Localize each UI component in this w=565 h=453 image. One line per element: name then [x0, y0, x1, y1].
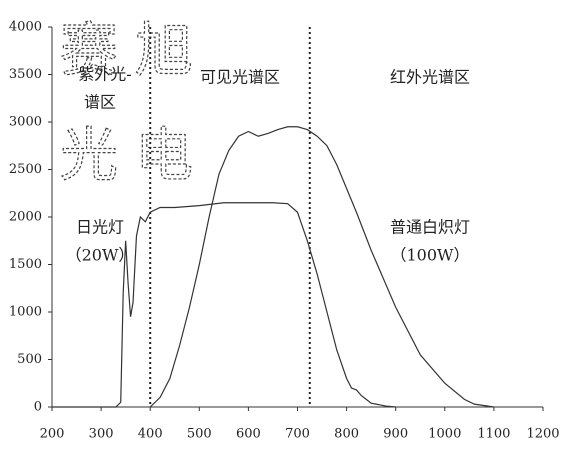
annotation: 日光灯: [76, 218, 124, 237]
x-tick-label: 200: [40, 427, 65, 442]
x-tick-label: 1200: [526, 427, 559, 442]
line: [149, 126, 494, 408]
x-tick-label: 500: [187, 427, 212, 442]
y-tick-label: 2500: [9, 162, 42, 177]
x-tick-label: 600: [236, 427, 261, 442]
y-tick-label: 2000: [9, 210, 42, 225]
annotation: 紫外光-: [78, 65, 131, 84]
y-tick-label: 3500: [9, 67, 42, 82]
x-tick-label: 300: [89, 427, 114, 442]
x-tick-label: 700: [285, 427, 310, 442]
x-tick-label: 1000: [428, 427, 461, 442]
y-tick-label: 500: [17, 352, 42, 367]
watermark: 赛: [60, 16, 118, 84]
annotation: （20W）: [66, 246, 135, 265]
watermark: 电: [135, 121, 193, 189]
annotation: （100W）: [391, 246, 470, 265]
x-tick-label: 400: [138, 427, 163, 442]
annotation: 普通白炽灯: [390, 218, 470, 237]
line: [52, 202, 396, 408]
annotation: 红外光谱区: [390, 68, 470, 87]
watermark: 旭: [135, 16, 193, 84]
x-tick-label: 1100: [477, 427, 510, 442]
y-tick-label: 3000: [9, 115, 42, 130]
y-tick-label: 1000: [9, 305, 42, 320]
annotation: 可见光谱区: [200, 68, 280, 87]
x-tick-label: 900: [383, 427, 408, 442]
y-tick-label: 0: [34, 400, 42, 415]
y-tick-label: 4000: [9, 20, 42, 35]
y-tick-label: 1500: [9, 257, 42, 272]
x-tick-label: 800: [334, 427, 359, 442]
annotation: 谱区: [84, 93, 116, 112]
watermark: 光: [60, 121, 118, 189]
